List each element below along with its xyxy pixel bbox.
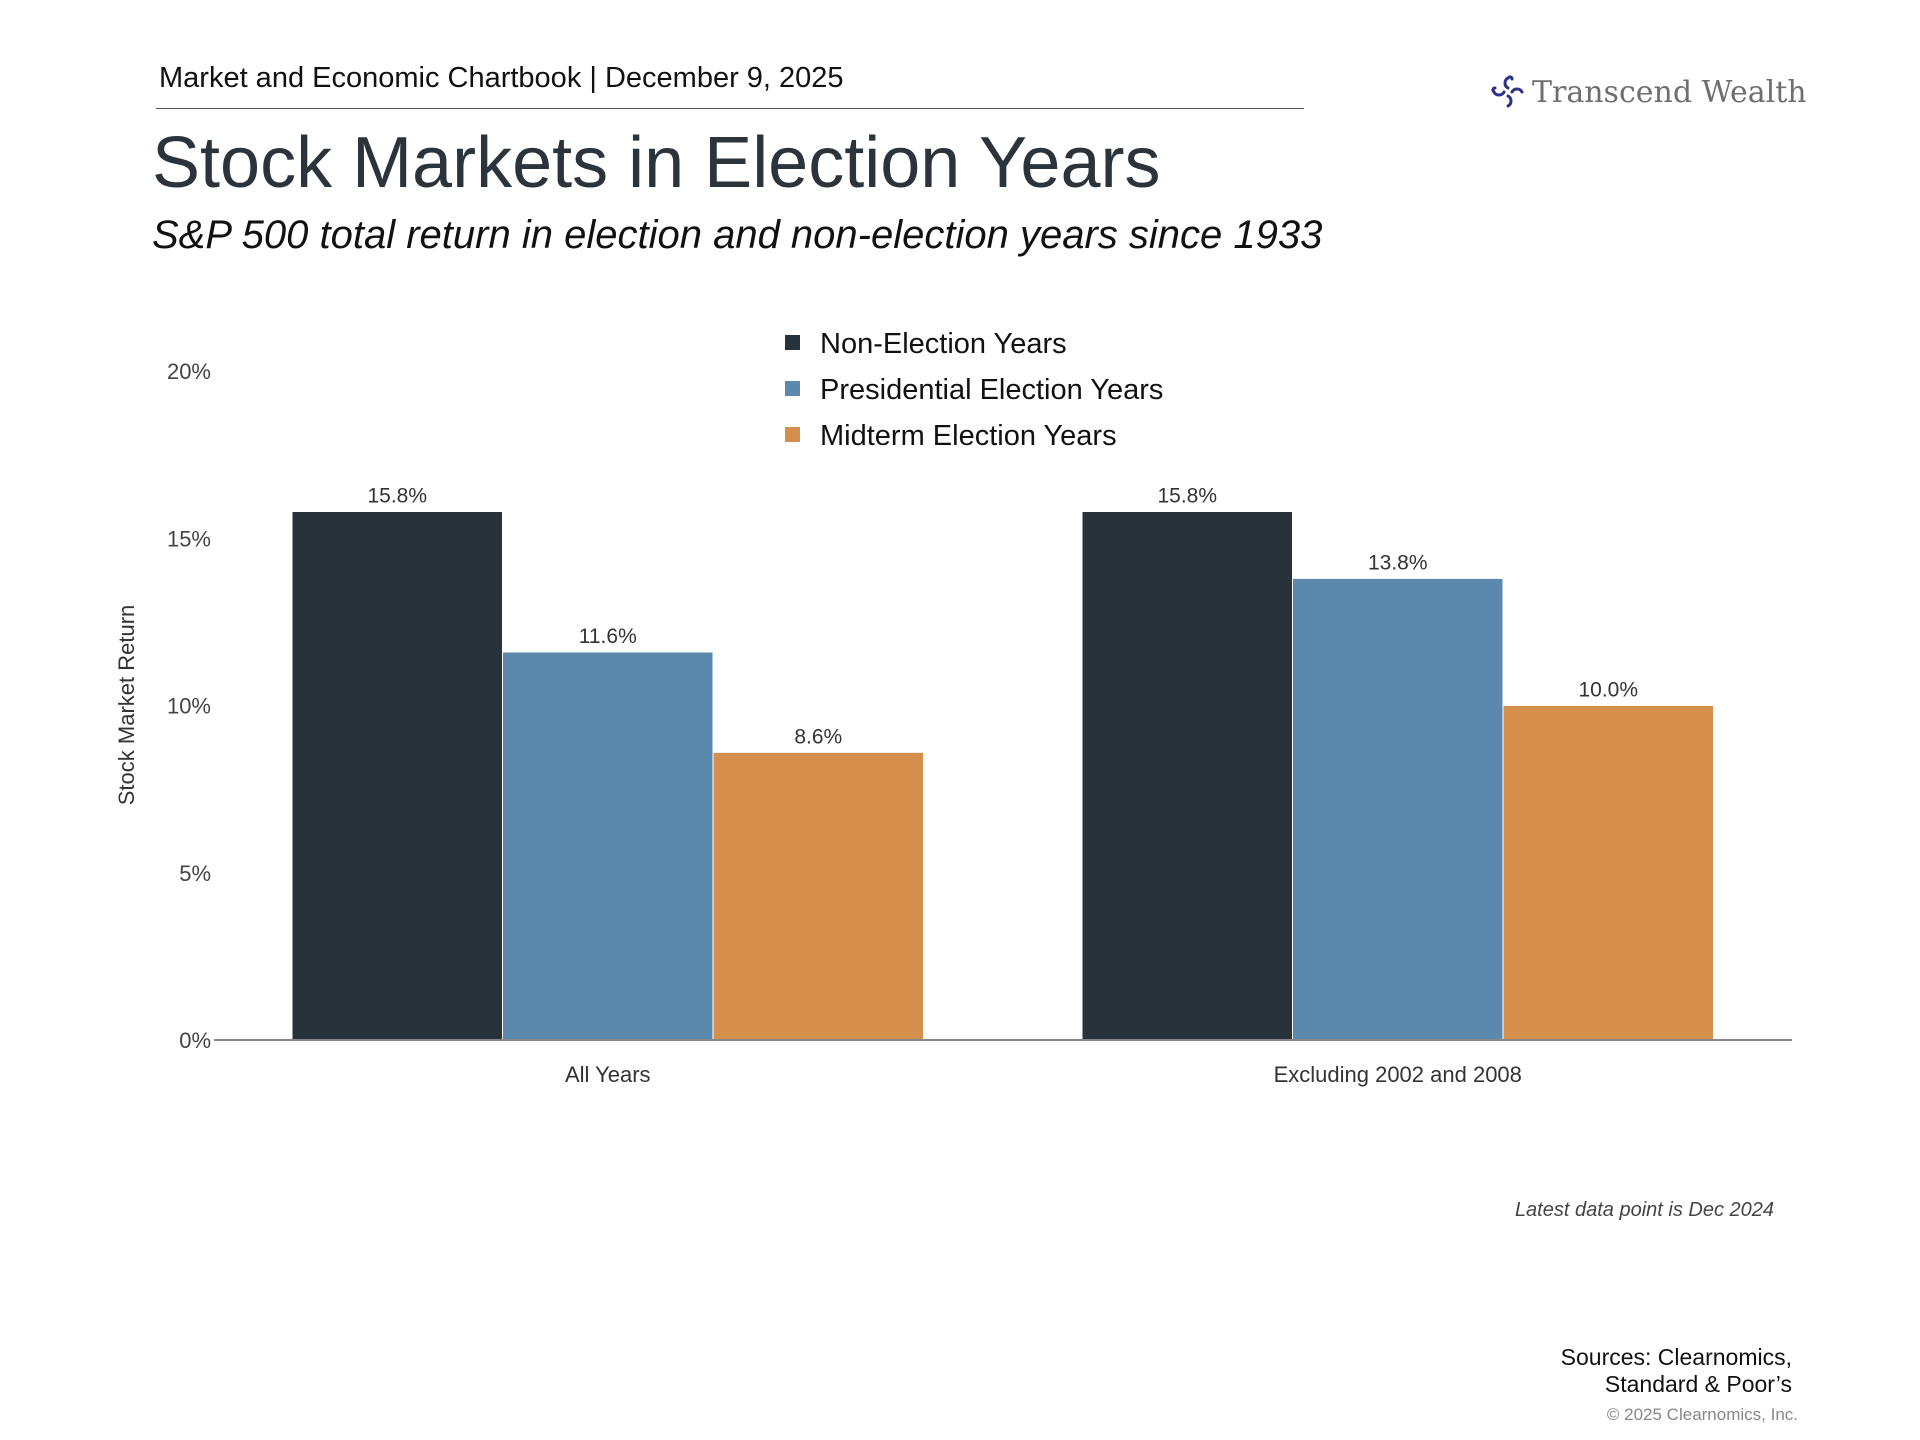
chartbook-header: Market and Economic Chartbook | December…	[159, 62, 844, 94]
logo-text: Transcend Wealth	[1532, 74, 1807, 110]
y-tick-label: 20%	[167, 359, 211, 384]
y-tick-label: 5%	[179, 861, 211, 886]
sources-line-2: Standard & Poor’s	[1604, 1371, 1792, 1397]
data-label: 15.8%	[1157, 484, 1217, 507]
data-label: 10.0%	[1578, 679, 1638, 702]
data-label: 11.6%	[579, 625, 637, 648]
data-note: Latest data point is Dec 2024	[1514, 1199, 1774, 1221]
bar	[1502, 705, 1714, 1041]
legend-swatch	[785, 381, 800, 396]
legend-label: Non-Election Years	[820, 328, 1067, 360]
legend-swatch	[785, 427, 800, 442]
page-subtitle: S&P 500 total return in election and non…	[152, 213, 1323, 257]
y-tick-label: 0%	[179, 1028, 211, 1053]
bars: 15.8% 11.6% 8.6% 15.8% 13.8% 10.0%	[291, 484, 1714, 1041]
data-label: 15.8%	[367, 484, 427, 507]
y-tick-label: 10%	[167, 694, 211, 719]
copyright: © 2025 Clearnomics, Inc.	[1606, 1405, 1798, 1424]
x-tick-label: Excluding 2002 and 2008	[1274, 1062, 1522, 1087]
sources-line-1: Sources: Clearnomics,	[1560, 1344, 1792, 1370]
logo-mark-icon	[1491, 75, 1524, 108]
legend-label: Presidential Election Years	[820, 374, 1163, 406]
bar	[291, 510, 503, 1041]
legend-label: Midterm Election Years	[820, 420, 1117, 452]
header-divider	[156, 108, 1304, 109]
bar	[1292, 577, 1504, 1041]
bar	[502, 651, 714, 1041]
data-label: 8.6%	[794, 725, 842, 748]
x-tick-label: All Years	[565, 1062, 651, 1087]
data-label: 13.8%	[1368, 551, 1428, 574]
legend: Non-Election Years Presidential Election …	[785, 328, 1163, 452]
y-axis-label: Stock Market Return	[114, 605, 139, 806]
page-title: Stock Markets in Election Years	[152, 123, 1161, 203]
legend-swatch	[785, 335, 800, 350]
y-tick-label: 15%	[167, 526, 211, 551]
logo: Transcend Wealth	[1490, 74, 1807, 110]
sources: Sources: Clearnomics, Standard & Poor’s	[1561, 1344, 1792, 1398]
x-axis: All Years Excluding 2002 and 2008	[214, 1039, 1792, 1087]
y-axis: 0% 5% 10% 15% 20% Stock Market Return	[114, 359, 211, 1053]
bar	[1081, 510, 1293, 1041]
bar	[712, 751, 924, 1041]
